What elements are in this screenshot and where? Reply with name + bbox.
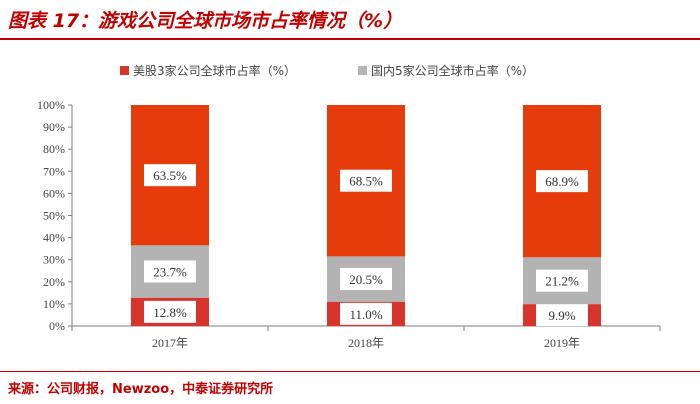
y-tick-label: 70% xyxy=(43,164,65,178)
data-label-box xyxy=(536,269,588,292)
data-label: 68.5% xyxy=(349,174,383,189)
x-tick-label: 2018年 xyxy=(348,336,384,350)
y-tick-label: 90% xyxy=(43,120,65,134)
y-tick-label: 100% xyxy=(37,98,65,112)
data-label: 12.8% xyxy=(153,305,187,320)
legend-swatch xyxy=(120,66,129,75)
y-tick-label: 10% xyxy=(43,297,65,311)
y-tick-label: 40% xyxy=(43,231,65,245)
data-label: 9.9% xyxy=(548,308,575,323)
data-label-box xyxy=(536,170,588,193)
data-label-box xyxy=(144,260,196,283)
x-tick-label: 2019年 xyxy=(544,336,580,350)
chart-title: 图表 17：游戏公司全球市场市占率情况（%） xyxy=(8,10,403,32)
footer-divider xyxy=(0,371,700,372)
y-tick-label: 20% xyxy=(43,275,65,289)
legend-label: 美股3家公司全球市占率（%） xyxy=(133,63,296,78)
data-label: 63.5% xyxy=(153,168,187,183)
source-note: 来源：公司财报，Newzoo，中泰证券研究所 xyxy=(8,382,274,397)
data-label: 20.5% xyxy=(349,272,383,287)
y-tick-label: 50% xyxy=(43,209,65,223)
legend-swatch xyxy=(358,66,367,75)
stacked-bar-chart: 美股3家公司全球市占率（%） 国内5家公司全球市占率（%） 0% 10% 20% 30% 4… xyxy=(37,63,661,350)
legend-label: 国内5家公司全球市占率（%） xyxy=(371,63,534,78)
data-label: 68.9% xyxy=(545,174,579,189)
data-label: 11.0% xyxy=(349,307,382,322)
data-label-box xyxy=(144,300,196,323)
x-tick-label: 2017年 xyxy=(152,336,188,350)
data-label-box xyxy=(144,164,196,187)
data-label-box xyxy=(340,302,392,325)
y-tick-label: 80% xyxy=(43,142,65,156)
data-label-box xyxy=(536,304,588,327)
title-divider xyxy=(0,38,700,40)
y-tick-label: 60% xyxy=(43,186,65,200)
data-label-box xyxy=(340,169,392,192)
data-label: 21.2% xyxy=(545,274,579,289)
y-tick-label: 0% xyxy=(49,319,65,333)
y-tick-label: 30% xyxy=(43,253,65,267)
data-label: 23.7% xyxy=(153,265,187,280)
data-label-box xyxy=(340,268,392,291)
